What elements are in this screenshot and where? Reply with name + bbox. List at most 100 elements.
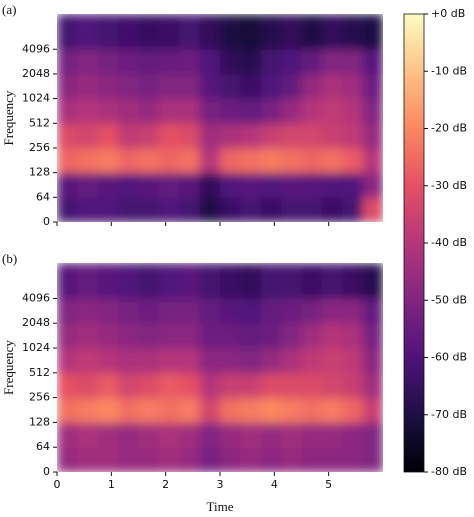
cell <box>260 323 282 349</box>
y-tick-label: 128 <box>29 166 50 179</box>
cell <box>362 98 383 124</box>
cell <box>342 123 364 149</box>
cell <box>220 447 241 472</box>
cell <box>199 98 221 124</box>
cell <box>57 422 78 448</box>
cell <box>158 14 180 50</box>
cell <box>179 172 201 198</box>
x-tick-label: 2 <box>162 478 169 491</box>
cell <box>199 197 221 222</box>
cell <box>362 73 383 100</box>
cell <box>179 123 201 149</box>
cell <box>240 123 262 149</box>
cell <box>199 172 221 198</box>
x-tick-label: 5 <box>325 478 332 491</box>
cell <box>362 263 383 299</box>
cell <box>158 263 180 299</box>
cell <box>138 372 160 399</box>
cell <box>138 147 160 174</box>
cell <box>220 197 241 222</box>
cell <box>281 372 302 399</box>
cell <box>57 147 78 174</box>
cell <box>281 422 302 448</box>
cell <box>260 73 282 100</box>
colorbar-tick-label: -50 dB <box>431 293 467 306</box>
y-tick-label: 64 <box>36 190 50 203</box>
cell <box>97 263 119 299</box>
cell <box>260 397 282 423</box>
cell <box>199 147 221 174</box>
cell <box>57 172 78 198</box>
cell <box>118 14 139 50</box>
cell <box>240 323 262 349</box>
cell <box>179 197 201 222</box>
cell <box>97 197 119 222</box>
cell <box>57 397 78 423</box>
cell <box>281 172 302 198</box>
cell <box>321 263 343 299</box>
cell <box>321 397 343 423</box>
cell <box>240 98 262 124</box>
cell <box>281 73 302 100</box>
cell <box>260 49 282 75</box>
cell <box>240 298 262 324</box>
cell <box>260 172 282 198</box>
y-tick-label: 256 <box>29 141 50 154</box>
cell <box>57 49 78 75</box>
cell <box>240 147 262 174</box>
cell <box>362 422 383 448</box>
cell <box>97 147 119 174</box>
cell <box>342 372 364 399</box>
cell <box>301 323 323 349</box>
cell <box>77 397 99 423</box>
cell <box>321 73 343 100</box>
colorbar <box>403 13 425 473</box>
cell <box>342 348 364 374</box>
cell <box>260 263 282 299</box>
y-tick-label: 64 <box>36 440 50 453</box>
cell <box>240 447 262 472</box>
cell <box>57 447 78 472</box>
cell <box>199 49 221 75</box>
cell <box>362 197 383 222</box>
cell <box>342 447 364 472</box>
cell <box>179 73 201 100</box>
cell <box>118 147 139 174</box>
cell <box>220 348 241 374</box>
cell <box>118 172 139 198</box>
cell <box>301 298 323 324</box>
cell <box>158 147 180 174</box>
cell <box>158 348 180 374</box>
panel-label: (a) <box>2 2 16 17</box>
cell <box>77 147 99 174</box>
cell <box>342 422 364 448</box>
panel-label: (b) <box>2 251 17 266</box>
y-tick-label: 512 <box>29 116 50 129</box>
cell <box>240 397 262 423</box>
cell <box>342 323 364 349</box>
cell <box>342 172 364 198</box>
cell <box>199 422 221 448</box>
cell <box>321 49 343 75</box>
cell <box>158 372 180 399</box>
cell <box>362 323 383 349</box>
cell <box>138 422 160 448</box>
cell <box>240 49 262 75</box>
cell <box>158 123 180 149</box>
cell <box>281 397 302 423</box>
cell <box>179 147 201 174</box>
cell <box>220 147 241 174</box>
cell <box>57 73 78 100</box>
cell <box>220 298 241 324</box>
cell <box>138 14 160 50</box>
cell <box>97 172 119 198</box>
cell <box>260 123 282 149</box>
cell <box>220 123 241 149</box>
cell <box>158 323 180 349</box>
cell <box>281 49 302 75</box>
colorbar-tick-label: -10 dB <box>431 64 467 77</box>
cell <box>220 14 241 50</box>
cell <box>118 422 139 448</box>
cell <box>138 123 160 149</box>
